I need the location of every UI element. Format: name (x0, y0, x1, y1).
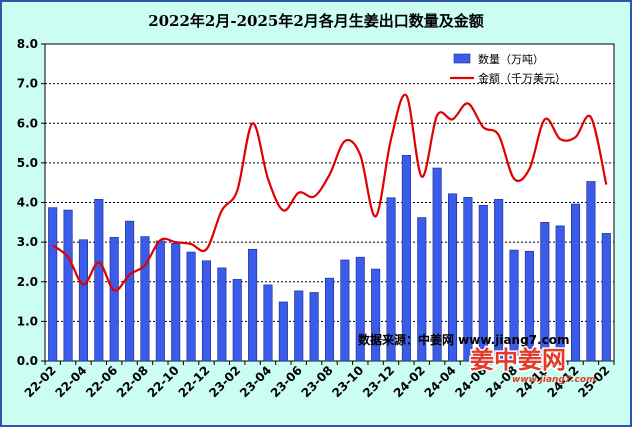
legend-label-amount: 金额（千万美元） (478, 71, 566, 85)
bar (509, 249, 519, 362)
y-tick-label: 1.0 (17, 314, 38, 328)
bar (324, 277, 335, 362)
bar (248, 248, 258, 362)
x-tick-label: 23-12 (360, 363, 397, 400)
x-tick-label: 23-02 (206, 363, 243, 400)
bar (540, 222, 550, 362)
x-tick-label: 23-08 (299, 363, 336, 400)
y-tick-label: 6.0 (17, 116, 38, 130)
bar (140, 236, 150, 362)
bar (78, 239, 88, 362)
bar (355, 256, 365, 362)
bar (555, 225, 565, 362)
bar (571, 203, 581, 362)
bar (463, 197, 473, 362)
bar (494, 199, 504, 362)
chart-title: 2022年2月-2025年2月各月生姜出口数量及金额 (148, 12, 484, 30)
bar (48, 207, 58, 362)
y-tick-label: 2.0 (17, 275, 38, 289)
y-tick-label: 0.0 (17, 354, 38, 368)
x-tick-label: 22-06 (83, 363, 120, 400)
source-text: 数据来源：中姜网 www.jiang7.com (358, 332, 569, 347)
bar (432, 167, 442, 362)
bar (401, 155, 411, 362)
bar (586, 181, 596, 362)
bar (263, 284, 273, 362)
bar (294, 290, 304, 362)
bar (109, 237, 119, 362)
bar (386, 197, 396, 362)
x-tick-label: 22-04 (53, 363, 90, 400)
bar (278, 301, 288, 362)
y-tick-label: 7.0 (17, 77, 38, 91)
bar (217, 267, 227, 362)
bar (201, 260, 212, 362)
legend-swatch-bar (453, 53, 471, 64)
bar (125, 220, 135, 362)
legend-label-quantity: 数量（万吨） (478, 53, 544, 66)
brand-logo-url: www.jiang7.com (512, 375, 595, 385)
bar (309, 292, 319, 362)
bar (417, 217, 427, 362)
bar (186, 251, 196, 362)
bar (524, 250, 534, 362)
x-tick-label: 23-10 (329, 363, 366, 400)
x-tick-label: 24-02 (391, 363, 428, 400)
y-tick-label: 8.0 (17, 37, 38, 51)
bar (155, 240, 165, 362)
x-tick-label: 22-12 (176, 363, 213, 400)
bar (371, 268, 381, 362)
x-tick-label: 22-08 (114, 363, 151, 400)
x-tick-label: 23-04 (237, 363, 274, 400)
bar (340, 259, 350, 362)
x-tick-label: 22-10 (145, 363, 182, 400)
y-tick-label: 4.0 (17, 196, 38, 210)
bar (478, 204, 488, 362)
bar (601, 233, 611, 362)
bar (447, 193, 458, 362)
bar (171, 243, 181, 362)
bar (232, 279, 242, 362)
bar (94, 199, 104, 362)
x-tick-label: 23-06 (268, 363, 305, 400)
series-line (52, 93, 608, 292)
bar (63, 209, 73, 362)
x-tick-label: 24-04 (422, 363, 459, 400)
y-tick-label: 5.0 (17, 156, 38, 170)
x-tick-label: 22-02 (22, 363, 59, 400)
y-tick-label: 3.0 (17, 235, 38, 249)
brand-logo-text: 姜中姜网 (470, 346, 566, 374)
